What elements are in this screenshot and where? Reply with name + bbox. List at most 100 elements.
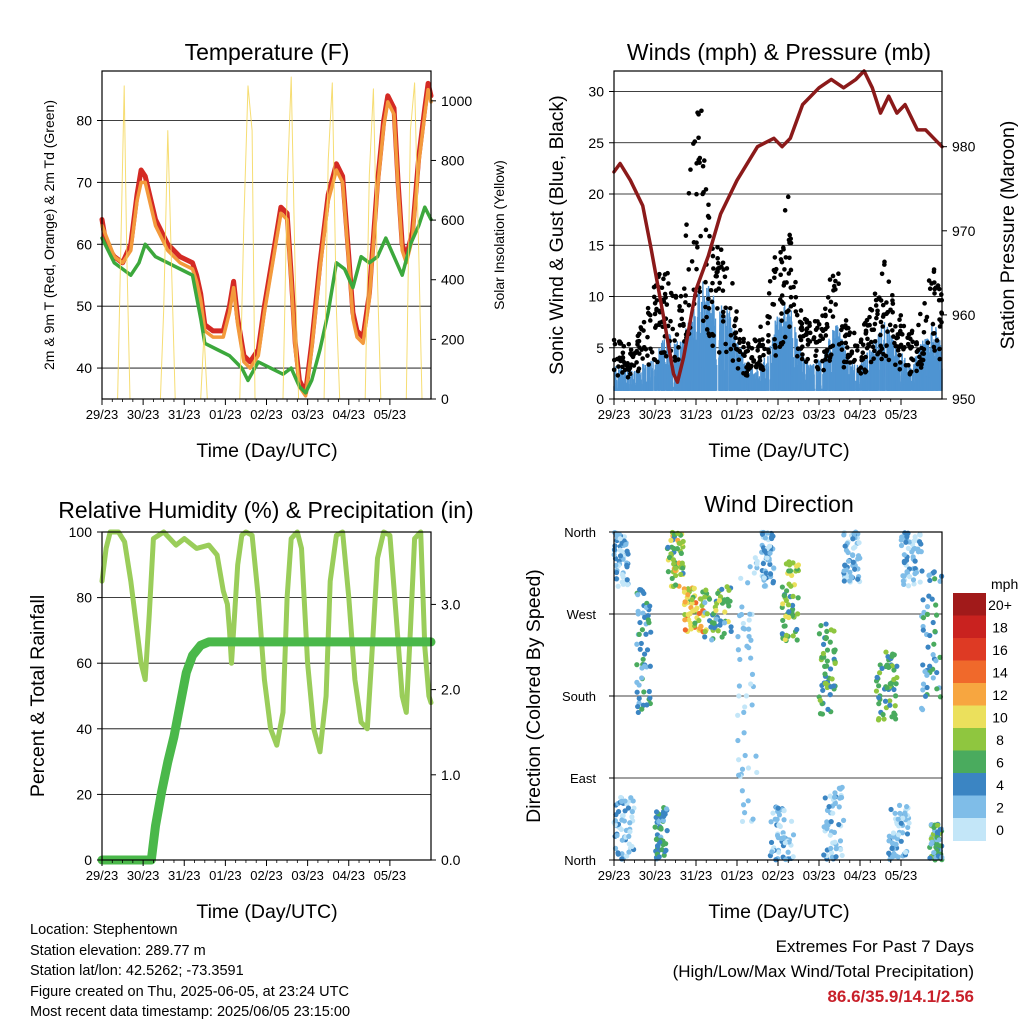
colorbar-swatch bbox=[953, 750, 986, 774]
extremes-values: 86.6/35.9/14.1/2.56 bbox=[827, 987, 974, 1006]
direction-point bbox=[696, 617, 702, 624]
direction-point bbox=[620, 549, 626, 555]
direction-point bbox=[841, 578, 847, 584]
gust-point bbox=[620, 350, 626, 356]
direction-point bbox=[635, 611, 641, 617]
gust-point bbox=[659, 285, 665, 291]
plot-area bbox=[97, 529, 436, 865]
colorbar-label: 8 bbox=[996, 732, 1004, 748]
gust-point bbox=[664, 302, 670, 307]
direction-point bbox=[639, 627, 645, 633]
direction-point bbox=[743, 693, 749, 699]
gust-point bbox=[647, 318, 653, 323]
gust-point bbox=[709, 299, 715, 305]
direction-point bbox=[842, 562, 848, 569]
gust-point bbox=[636, 331, 642, 337]
gust-point bbox=[856, 368, 862, 374]
direction-point bbox=[682, 599, 688, 605]
direction-point bbox=[935, 822, 941, 828]
gust-point bbox=[798, 320, 804, 325]
gust-point bbox=[893, 362, 898, 368]
gust-point bbox=[723, 305, 728, 311]
direction-point bbox=[833, 854, 839, 860]
gust-point bbox=[855, 348, 860, 353]
gust-point bbox=[724, 266, 730, 271]
y-tick-label: 30 bbox=[588, 84, 604, 100]
gust-point bbox=[697, 160, 702, 165]
gust-point bbox=[670, 293, 675, 299]
gust-point bbox=[620, 370, 625, 375]
gust-point bbox=[757, 338, 762, 343]
gust-point bbox=[931, 269, 937, 275]
direction-point bbox=[890, 830, 897, 836]
gust-point bbox=[882, 259, 887, 265]
gust-point bbox=[905, 335, 910, 341]
chart-title: Wind Direction bbox=[704, 491, 854, 517]
gust-point bbox=[668, 318, 673, 324]
gust-point bbox=[794, 353, 800, 359]
gust-point bbox=[620, 355, 626, 360]
gust-point bbox=[716, 286, 722, 291]
direction-point bbox=[736, 757, 742, 763]
gust-point bbox=[706, 202, 711, 208]
direction-point bbox=[894, 674, 900, 681]
gust-point bbox=[720, 260, 726, 266]
gust-point bbox=[772, 275, 777, 281]
gust-point bbox=[672, 358, 678, 363]
direction-point bbox=[839, 852, 845, 859]
direction-point bbox=[895, 832, 902, 838]
y-axis-label: Percent & Total Rainfall bbox=[27, 595, 49, 797]
direction-point bbox=[886, 833, 892, 839]
direction-point bbox=[824, 658, 830, 664]
gust-point bbox=[869, 307, 875, 313]
x-tick-label: 05/23 bbox=[374, 407, 407, 422]
direction-point bbox=[619, 851, 625, 857]
gust-point bbox=[872, 339, 878, 344]
direction-point bbox=[850, 552, 856, 559]
gust-point bbox=[787, 324, 792, 329]
direction-point bbox=[653, 836, 660, 842]
direction-point bbox=[738, 575, 744, 581]
direction-point bbox=[887, 681, 893, 687]
gust-point bbox=[909, 328, 915, 334]
direction-point bbox=[774, 832, 781, 839]
gust-point bbox=[919, 345, 924, 351]
gust-point bbox=[708, 287, 714, 293]
direction-point bbox=[816, 631, 822, 637]
y-tick-label: 0 bbox=[84, 852, 92, 868]
colorbar-title: mph bbox=[991, 576, 1018, 592]
gust-point bbox=[706, 296, 711, 302]
direction-point bbox=[692, 620, 698, 626]
direction-point bbox=[770, 810, 776, 816]
gust-point bbox=[741, 371, 746, 376]
gust-point bbox=[897, 352, 902, 358]
direction-point bbox=[892, 703, 898, 709]
gust-point bbox=[755, 348, 760, 353]
gust-point bbox=[628, 347, 634, 353]
gust-point bbox=[695, 245, 700, 250]
direction-point bbox=[728, 628, 734, 635]
direction-point bbox=[627, 820, 633, 826]
direction-point bbox=[719, 586, 725, 592]
gust-point bbox=[884, 343, 889, 348]
gust-point bbox=[697, 289, 703, 295]
gust-point bbox=[765, 320, 771, 326]
gust-point bbox=[733, 318, 738, 323]
gust-point bbox=[745, 362, 751, 367]
gust-point bbox=[874, 315, 879, 321]
gust-point bbox=[661, 276, 666, 282]
direction-point bbox=[896, 802, 903, 808]
gust-point bbox=[652, 311, 658, 317]
direction-point bbox=[786, 609, 792, 615]
direction-point bbox=[824, 647, 831, 653]
gust-point bbox=[615, 373, 621, 378]
direction-point bbox=[876, 670, 883, 676]
x-tick-label: 04/23 bbox=[332, 407, 365, 422]
gust-point bbox=[676, 345, 681, 350]
direction-point bbox=[749, 702, 755, 708]
gust-point bbox=[771, 302, 777, 307]
gust-point bbox=[724, 349, 729, 355]
gust-point bbox=[766, 332, 771, 338]
direction-point bbox=[848, 573, 854, 580]
y-tick-label: 50 bbox=[76, 298, 92, 314]
